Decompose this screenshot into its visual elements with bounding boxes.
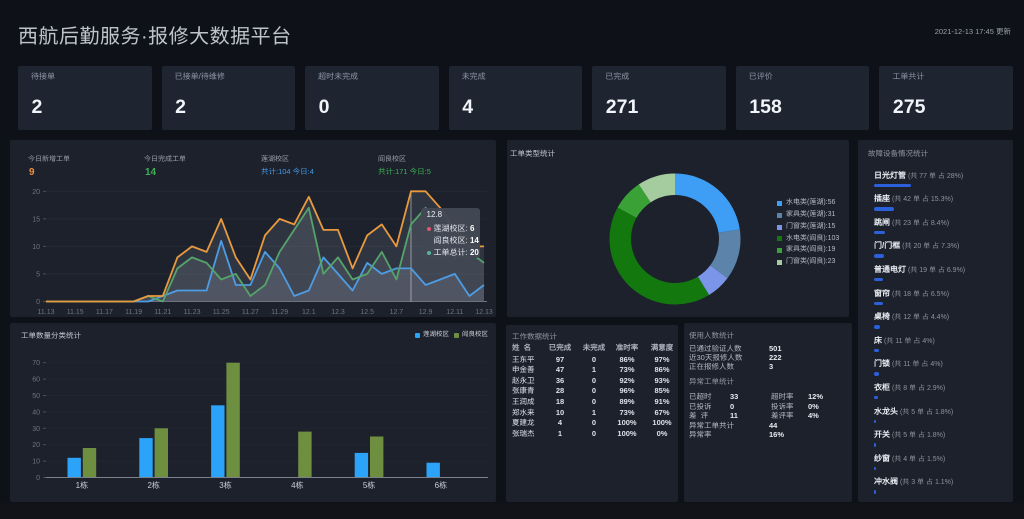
svg-text:20: 20 <box>32 189 40 196</box>
svg-text:11.15: 11.15 <box>67 309 84 316</box>
svg-text:12.3: 12.3 <box>331 309 345 316</box>
svg-text:12.1: 12.1 <box>302 309 316 316</box>
svg-text:3栋: 3栋 <box>219 481 231 490</box>
svg-text:30: 30 <box>32 426 40 433</box>
svg-text:11.25: 11.25 <box>213 309 230 316</box>
svg-text:50: 50 <box>32 393 40 400</box>
svg-text:70: 70 <box>32 360 40 367</box>
svg-text:5: 5 <box>36 271 40 278</box>
svg-text:6栋: 6栋 <box>435 481 447 490</box>
svg-text:40: 40 <box>32 409 40 416</box>
svg-text:0: 0 <box>36 475 40 482</box>
svg-text:10: 10 <box>32 244 40 251</box>
svg-text:12.9: 12.9 <box>419 309 433 316</box>
svg-text:11.19: 11.19 <box>125 309 142 316</box>
svg-text:60: 60 <box>32 377 40 384</box>
svg-text:11.21: 11.21 <box>154 309 171 316</box>
svg-text:11.29: 11.29 <box>271 309 288 316</box>
svg-text:5栋: 5栋 <box>363 481 375 490</box>
svg-text:11.13: 11.13 <box>38 309 55 316</box>
svg-text:0: 0 <box>36 299 40 306</box>
svg-text:15: 15 <box>32 216 40 223</box>
svg-text:4栋: 4栋 <box>291 481 303 490</box>
svg-text:10: 10 <box>32 459 40 466</box>
svg-text:11.23: 11.23 <box>184 309 201 316</box>
svg-text:11.17: 11.17 <box>96 309 113 316</box>
svg-text:12.5: 12.5 <box>360 309 374 316</box>
svg-text:11.27: 11.27 <box>242 309 259 316</box>
svg-text:2栋: 2栋 <box>147 481 159 490</box>
svg-text:12.11: 12.11 <box>446 309 463 316</box>
svg-text:12.13: 12.13 <box>475 309 493 316</box>
svg-text:1栋: 1栋 <box>76 481 88 490</box>
svg-text:20: 20 <box>32 442 40 449</box>
svg-text:12.7: 12.7 <box>390 309 404 316</box>
